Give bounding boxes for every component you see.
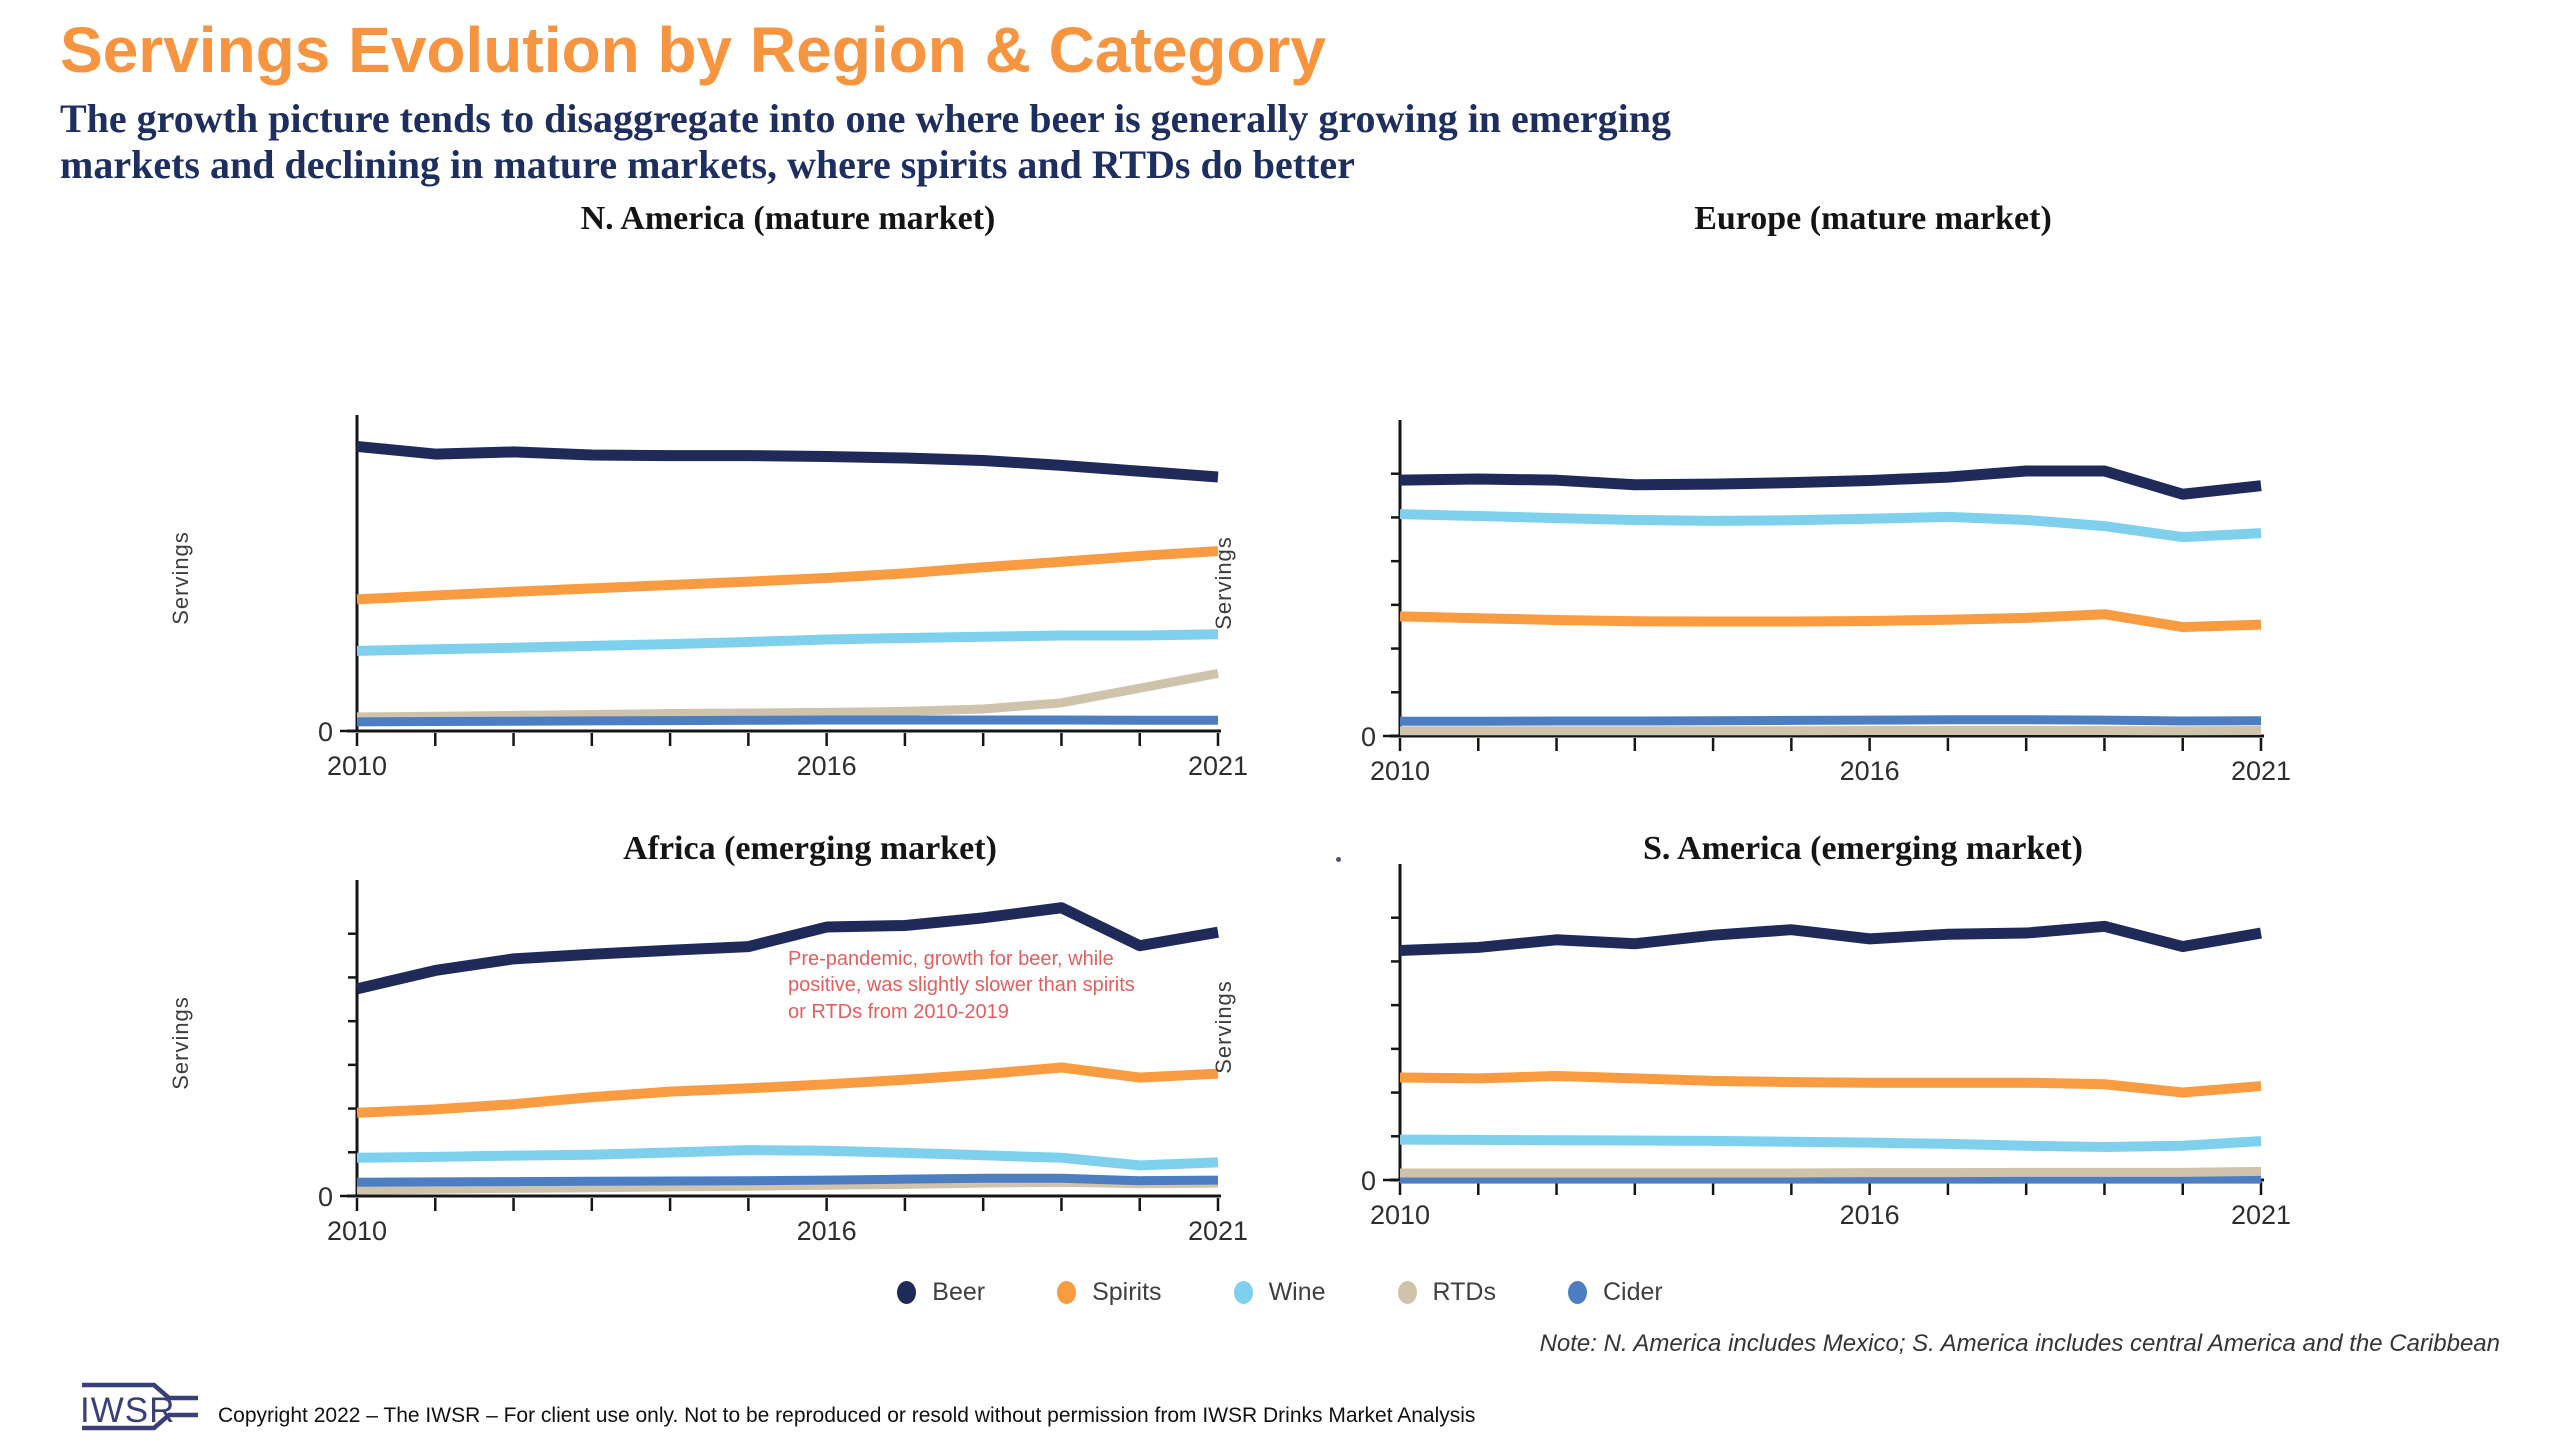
x-tick-label: 2016 [1840, 1200, 1900, 1230]
x-tick-label: 2021 [2231, 1200, 2291, 1230]
legend-item-wine: Wine [1233, 1278, 1326, 1307]
series-line-wine [1399, 509, 2262, 543]
chart-title-europe: Europe (mature market) [1694, 200, 2052, 237]
chart-n-america: 0 2010 2016 2021 Servings [168, 415, 1248, 781]
x-tick-label: 2010 [327, 1216, 387, 1246]
iwsr-logo-icon: IWSR [80, 1382, 198, 1431]
series-line-spirits [1399, 609, 2262, 633]
x-tick-label: 2021 [2231, 756, 2291, 786]
subtitle-line-1: The growth picture tends to disaggregate… [60, 96, 1671, 141]
beer-dot-icon [897, 1281, 917, 1304]
footnote: Note: N. America includes Mexico; S. Ame… [1539, 1330, 2500, 1357]
series-line-spirits [1399, 1070, 2262, 1098]
legend-item-rtds: RTDs [1397, 1278, 1496, 1307]
page-title: Servings Evolution by Region & Category [60, 14, 1326, 86]
legend-label: Cider [1602, 1278, 1663, 1306]
series-line-wine [1399, 1134, 2262, 1152]
y-axis-title: Servings [168, 531, 193, 625]
series-line-beer [1399, 465, 2262, 500]
x-tick-label: 2016 [797, 751, 857, 781]
series-line-rtds [1400, 1166, 2262, 1178]
y-zero-label: 0 [1361, 722, 1376, 752]
copyright-text: Copyright 2022 – The IWSR – For client u… [218, 1404, 1476, 1427]
x-tick-label: 2010 [327, 751, 387, 781]
series-line-cider [356, 1173, 1219, 1187]
spirits-dot-icon [1057, 1281, 1077, 1304]
beer-growth-annotation: Pre-pandemic, growth for beer, while pos… [788, 948, 1135, 1023]
rtds-dot-icon [1397, 1281, 1417, 1304]
series-line-spirits [356, 1062, 1219, 1118]
x-tick-label: 2016 [1840, 756, 1900, 786]
chart-title-s-america: S. America (emerging market) [1643, 830, 2083, 867]
y-zero-label: 0 [1361, 1166, 1376, 1196]
stray-mark [1336, 857, 1341, 862]
chart-europe: 0 2010 2016 2021 Servings [1211, 420, 2291, 786]
iwsr-logo: IWSR [76, 1378, 240, 1453]
series-line-beer [356, 440, 1219, 483]
series-line-spirits [356, 546, 1219, 605]
y-axis-title: Servings [1211, 536, 1236, 630]
y-axis-title: Servings [1211, 980, 1236, 1074]
wine-dot-icon [1233, 1281, 1253, 1304]
y-zero-label: 0 [318, 1182, 333, 1212]
x-tick-label: 2010 [1370, 1200, 1430, 1230]
series-line-cider [356, 715, 1218, 727]
y-zero-label: 0 [318, 717, 333, 747]
legend-label: RTDs [1432, 1278, 1496, 1306]
series-line-beer [355, 902, 1219, 995]
legend-item-beer: Beer [897, 1278, 985, 1307]
series-line-cider [1400, 715, 2262, 726]
iwsr-logo-text: IWSR [80, 1391, 175, 1430]
x-tick-label: 2016 [797, 1216, 857, 1246]
legend-label: Beer [932, 1278, 986, 1306]
legend-label: Wine [1268, 1278, 1326, 1306]
series-line-beer [1399, 920, 2262, 956]
chart-title-n-america: N. America (mature market) [580, 200, 996, 237]
chart-s-america: 0 2010 2016 2021 Servings [1211, 864, 2291, 1230]
chart-africa: 0 2010 2016 2021 Servings [168, 880, 1248, 1246]
legend-item-spirits: Spirits [1057, 1278, 1162, 1307]
page-subtitle: The growth picture tends to disaggregate… [60, 96, 2460, 187]
series-line-rtds [356, 669, 1219, 722]
x-tick-label: 2010 [1370, 756, 1430, 786]
series-line-wine [356, 629, 1219, 656]
legend: Beer Spirits Wine RTDs Cider [0, 1278, 2560, 1307]
series-line-wine [356, 1145, 1219, 1171]
legend-item-cider: Cider [1567, 1278, 1663, 1307]
chart-title-africa: Africa (emerging market) [623, 830, 997, 867]
legend-label: Spirits [1092, 1278, 1162, 1306]
y-axis-title: Servings [168, 996, 193, 1090]
subtitle-line-2: markets and declining in mature markets,… [60, 141, 1355, 187]
x-tick-label: 2021 [1188, 1216, 1248, 1246]
x-tick-label: 2021 [1188, 751, 1248, 781]
cider-dot-icon [1567, 1281, 1587, 1304]
